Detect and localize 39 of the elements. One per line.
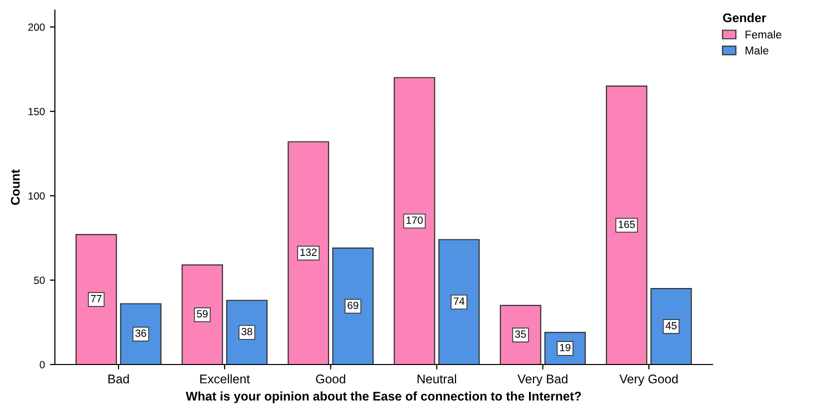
x-tick-label: Bad [108,374,129,384]
bar [606,86,648,364]
bar [288,141,330,364]
data-label: 165 [618,220,635,228]
data-label: 170 [406,216,423,224]
bar [226,300,268,364]
y-tick-label: 0 [40,361,45,368]
x-tick-label: Neutral [418,374,456,384]
x-tick-label: Good [316,374,346,384]
x-tick-label: Very Bad [518,374,568,386]
y-tick-label: 50 [34,276,45,284]
y-tick-label: 200 [28,24,45,31]
data-label: 35 [515,330,526,338]
data-label: 74 [454,298,465,305]
bar [438,239,480,364]
legend-label: Female [746,30,782,38]
bar [120,303,162,364]
x-axis-title: What is your opinion about the Ease of connection to the Internet? [186,391,581,404]
legend-label: Male [746,46,768,54]
data-label: 19 [560,344,570,352]
bar [394,77,436,364]
data-label: 38 [241,328,252,336]
data-label: 36 [135,330,146,337]
legend-title: Gender [723,13,766,22]
data-label: 77 [90,295,102,302]
y-axis-title: Count [10,169,20,205]
data-label: 132 [300,248,317,256]
bar [182,264,224,364]
data-label: 45 [666,322,677,330]
bar [650,288,692,364]
x-tick-label: Very Good [619,374,678,386]
y-tick-label: 150 [28,108,45,116]
data-label: 69 [348,302,358,310]
y-tick-label: 100 [28,192,45,200]
bar [76,234,117,364]
x-tick-label: Excellent [200,374,250,384]
bar [500,304,542,364]
bar [332,248,374,364]
data-label: 59 [196,310,208,318]
